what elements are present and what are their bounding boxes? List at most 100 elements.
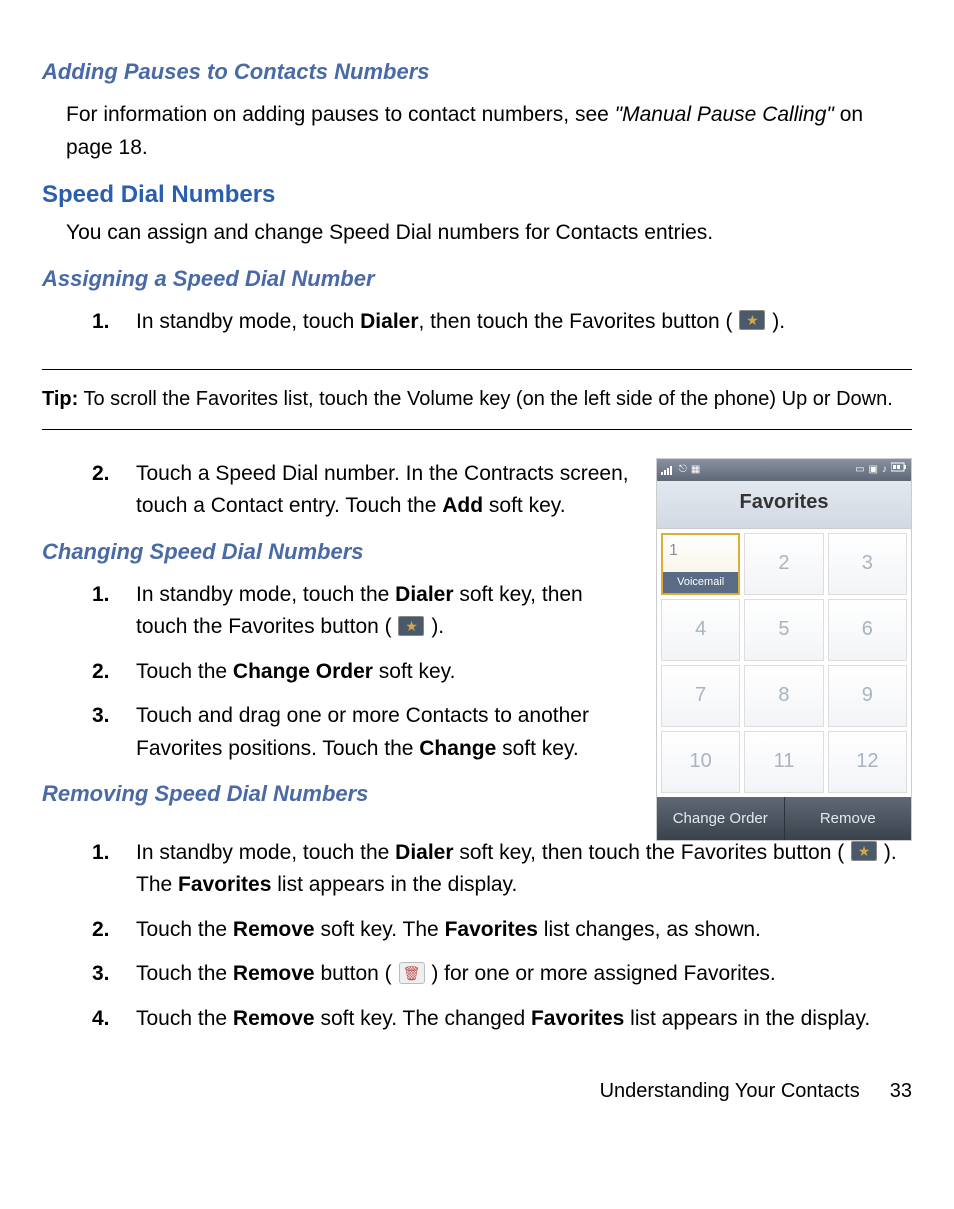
text: In standby mode, touch the xyxy=(136,583,395,606)
page-number: 33 xyxy=(890,1080,912,1102)
step-text: In standby mode, touch Dialer, then touc… xyxy=(136,306,912,339)
remove-trash-icon: 🗑 xyxy=(399,962,425,984)
cell-number: 5 xyxy=(778,614,789,645)
step-number: 3. xyxy=(92,958,136,991)
text: soft key. xyxy=(496,737,578,760)
text: Touch the xyxy=(136,660,233,683)
text: button ( xyxy=(315,962,398,985)
softkey-remove[interactable]: Remove xyxy=(785,797,912,840)
ui-label: Remove xyxy=(233,962,315,985)
battery-icon xyxy=(891,462,907,478)
text: Touch the xyxy=(136,962,233,985)
signal-icon xyxy=(661,465,675,475)
ui-label: Change Order xyxy=(233,660,373,683)
status-icon: ⎋ xyxy=(679,462,687,478)
phone-title: Favorites xyxy=(657,481,911,529)
step-change-2: 2. Touch the Change Order soft key. xyxy=(42,656,636,689)
cell-number: 1 xyxy=(669,539,678,564)
favorites-star-icon: ★ xyxy=(398,616,424,636)
speed-dial-cell-9[interactable]: 9 xyxy=(828,665,907,727)
heading-removing: Removing Speed Dial Numbers xyxy=(42,777,636,811)
cell-number: 12 xyxy=(856,746,878,777)
status-icon: ▭ xyxy=(855,462,864,478)
two-column-layout: 2. Touch a Speed Dial number. In the Con… xyxy=(42,458,912,841)
heading-changing: Changing Speed Dial Numbers xyxy=(42,535,636,569)
cross-ref: "Manual Pause Calling" xyxy=(615,103,834,126)
speed-dial-cell-10[interactable]: 10 xyxy=(661,731,740,793)
ui-label: Favorites xyxy=(445,918,538,941)
speed-dial-cell-5[interactable]: 5 xyxy=(744,599,823,661)
cell-number: 2 xyxy=(778,548,789,579)
text: In standby mode, touch xyxy=(136,310,360,333)
step-remove-1: 1. In standby mode, touch the Dialer sof… xyxy=(42,837,912,902)
text: ) for one or more assigned Favorites. xyxy=(426,962,776,985)
step-change-1: 1. In standby mode, touch the Dialer sof… xyxy=(42,579,636,644)
status-right-icons: ▭ ▣ ♪ xyxy=(855,462,907,478)
speed-dial-cell-12[interactable]: 12 xyxy=(828,731,907,793)
step-text: In standby mode, touch the Dialer soft k… xyxy=(136,837,912,902)
step-number: 2. xyxy=(92,914,136,947)
ui-label: Dialer xyxy=(360,310,418,333)
ui-label: Dialer xyxy=(395,583,453,606)
text: Touch the xyxy=(136,918,233,941)
ui-label: Remove xyxy=(233,1007,315,1030)
ui-label: Change xyxy=(419,737,496,760)
para-speed-intro: You can assign and change Speed Dial num… xyxy=(42,217,912,250)
cell-number: 9 xyxy=(862,680,873,711)
tip-box: Tip: To scroll the Favorites list, touch… xyxy=(42,370,912,429)
step-number: 4. xyxy=(92,1003,136,1036)
text: For information on adding pauses to cont… xyxy=(66,103,615,126)
speed-dial-cell-11[interactable]: 11 xyxy=(744,731,823,793)
cell-number: 8 xyxy=(778,680,789,711)
phone-status-bar: ⎋ ▦ ▭ ▣ ♪ xyxy=(657,459,911,481)
status-icon: ▣ xyxy=(869,462,878,478)
softkey-change-order[interactable]: Change Order xyxy=(657,797,785,840)
tip-text: To scroll the Favorites list, touch the … xyxy=(78,388,893,410)
step-number: 2. xyxy=(92,458,136,523)
cell-number: 4 xyxy=(695,614,706,645)
voicemail-label: Voicemail xyxy=(663,572,738,593)
step-remove-4: 4. Touch the Remove soft key. The change… xyxy=(42,1003,912,1036)
cell-number: 11 xyxy=(774,746,795,777)
para-adding-pauses: For information on adding pauses to cont… xyxy=(42,99,912,164)
step-text: Touch the Change Order soft key. xyxy=(136,656,636,689)
ui-label: Favorites xyxy=(531,1007,624,1030)
phone-screenshot: ⎋ ▦ ▭ ▣ ♪ Favorites 1 Voicemail 2 3 4 5 … xyxy=(656,458,912,841)
speed-dial-cell-6[interactable]: 6 xyxy=(828,599,907,661)
step-assign-1: 1. In standby mode, touch Dialer, then t… xyxy=(42,306,912,339)
heading-adding-pauses: Adding Pauses to Contacts Numbers xyxy=(42,55,912,89)
footer-section: Understanding Your Contacts xyxy=(600,1080,860,1102)
cell-number: 6 xyxy=(862,614,873,645)
speed-dial-cell-3[interactable]: 3 xyxy=(828,533,907,595)
heading-speed-dial: Speed Dial Numbers xyxy=(42,176,912,213)
ui-label: Favorites xyxy=(178,873,271,896)
text: list changes, as shown. xyxy=(538,918,761,941)
ui-label: Add xyxy=(442,494,483,517)
speed-dial-cell-1[interactable]: 1 Voicemail xyxy=(661,533,740,595)
phone-softkeys: Change Order Remove xyxy=(657,797,911,840)
text: , then touch the Favorites button ( xyxy=(419,310,739,333)
speed-dial-cell-7[interactable]: 7 xyxy=(661,665,740,727)
ui-label: Dialer xyxy=(395,841,453,864)
phone-grid: 1 Voicemail 2 3 4 5 6 7 8 9 10 11 12 xyxy=(657,529,911,797)
step-assign-2: 2. Touch a Speed Dial number. In the Con… xyxy=(42,458,636,523)
step-number: 2. xyxy=(92,656,136,689)
speed-dial-cell-2[interactable]: 2 xyxy=(744,533,823,595)
status-icon: ▦ xyxy=(691,462,700,478)
ui-label: Remove xyxy=(233,918,315,941)
speed-dial-cell-4[interactable]: 4 xyxy=(661,599,740,661)
step-remove-3: 3. Touch the Remove button ( 🗑 ) for one… xyxy=(42,958,912,991)
cell-number: 3 xyxy=(862,548,873,579)
text: soft key, then touch the Favorites butto… xyxy=(454,841,851,864)
speed-dial-cell-8[interactable]: 8 xyxy=(744,665,823,727)
step-number: 1. xyxy=(92,306,136,339)
step-text: In standby mode, touch the Dialer soft k… xyxy=(136,579,636,644)
text: soft key. xyxy=(483,494,565,517)
text: soft key. xyxy=(373,660,455,683)
step-number: 1. xyxy=(92,579,136,644)
favorites-star-icon: ★ xyxy=(739,310,765,330)
left-column: 2. Touch a Speed Dial number. In the Con… xyxy=(42,458,636,822)
page-footer: Understanding Your Contacts 33 xyxy=(42,1076,912,1107)
favorites-star-icon: ★ xyxy=(851,841,877,861)
status-icon: ♪ xyxy=(882,462,887,478)
